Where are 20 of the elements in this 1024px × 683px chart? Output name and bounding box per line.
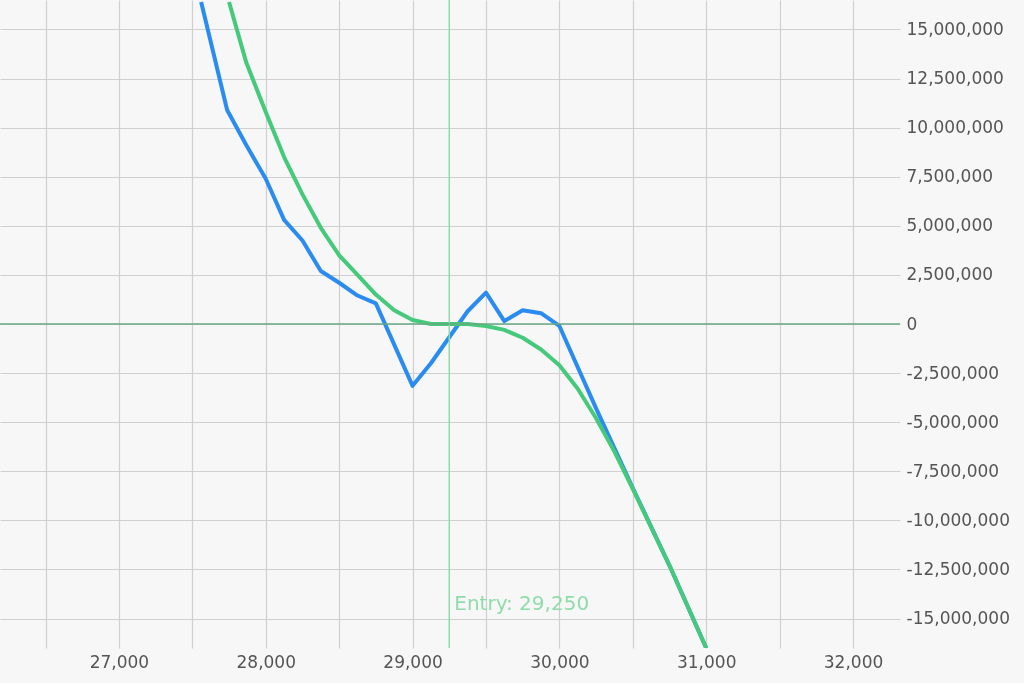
y-tick-label: 7,500,000: [906, 166, 994, 187]
x-tick-label: 29,000: [383, 651, 443, 672]
y-tick-label: -15,000,000: [906, 608, 1010, 629]
x-tick-label: 28,000: [236, 651, 296, 672]
y-tick-label: 2,500,000: [906, 264, 994, 285]
x-tick-label: 30,000: [530, 651, 590, 672]
x-tick-label: 27,000: [89, 651, 150, 672]
y-tick-label: -2,500,000: [906, 362, 1000, 383]
y-tick-label: 0: [906, 313, 918, 334]
y-tick-label: 10,000,000: [906, 117, 1004, 138]
x-tick-label: 32,000: [823, 651, 884, 672]
x-tick-label: 31,000: [676, 651, 737, 672]
y-tick-label: 15,000,000: [906, 18, 1004, 39]
y-tick-label: 12,500,000: [906, 68, 1004, 89]
y-tick-label: -7,500,000: [906, 460, 1000, 481]
y-tick-label: 5,000,000: [906, 215, 994, 236]
ref-line-label: Entry: 29,250: [454, 591, 590, 615]
y-tick-label: -5,000,000: [906, 411, 1000, 432]
y-tick-label: -10,000,000: [906, 509, 1010, 530]
y-tick-label: -12,500,000: [906, 558, 1010, 579]
